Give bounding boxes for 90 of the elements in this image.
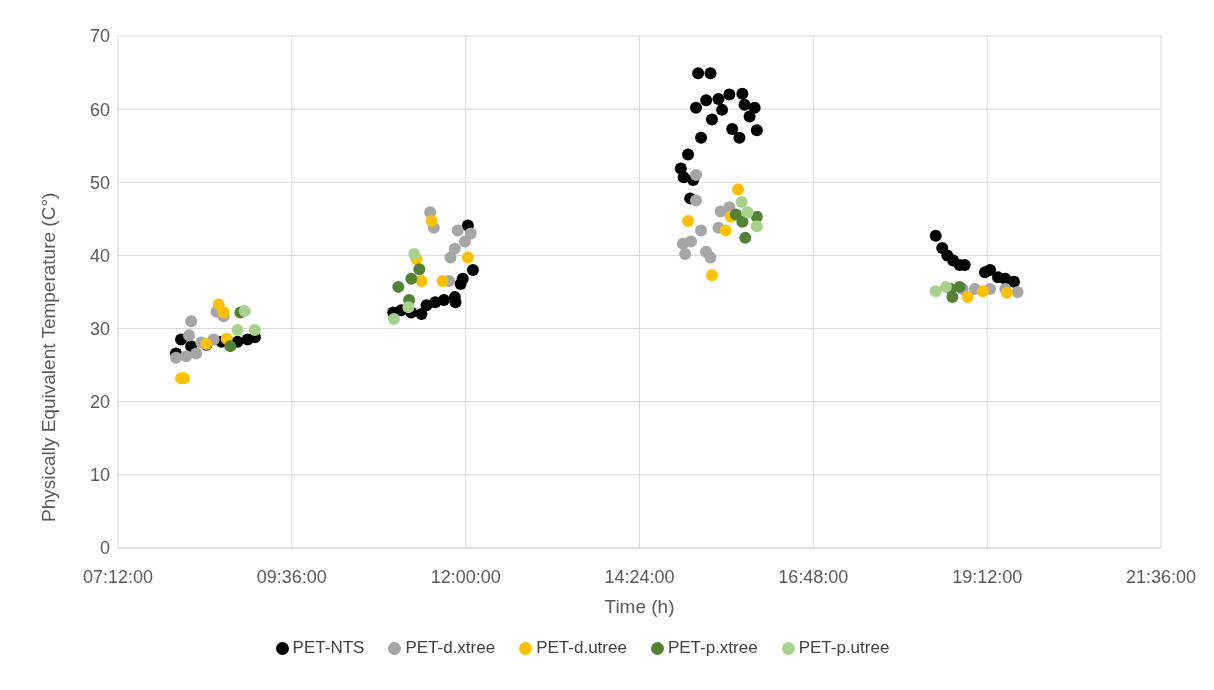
point xyxy=(984,264,997,277)
y-tick-label: 10 xyxy=(89,465,110,486)
point xyxy=(712,92,725,105)
point xyxy=(690,194,702,207)
point xyxy=(217,306,230,319)
point xyxy=(466,264,479,277)
y-tick-label: 20 xyxy=(89,392,110,413)
point xyxy=(750,220,763,233)
point xyxy=(679,247,692,260)
point xyxy=(692,67,705,80)
y-tick-label: 50 xyxy=(89,172,110,193)
y-tick-label: 70 xyxy=(89,26,110,47)
point xyxy=(705,113,718,126)
x-axis-title: Time (h) xyxy=(604,596,675,618)
point xyxy=(182,329,195,342)
point xyxy=(461,251,474,264)
point xyxy=(437,294,450,307)
point xyxy=(238,305,251,318)
point xyxy=(929,285,942,298)
point xyxy=(739,231,752,244)
legend-label: PET-d.utree xyxy=(536,638,627,657)
point xyxy=(723,88,736,101)
point xyxy=(736,87,749,100)
point xyxy=(448,242,461,255)
legend-label: PET-p.utree xyxy=(798,638,890,657)
point xyxy=(402,301,415,314)
point xyxy=(1011,286,1024,298)
point xyxy=(735,196,748,209)
point xyxy=(741,206,754,219)
point xyxy=(695,224,708,237)
point xyxy=(748,101,761,114)
y-axis-title: Physically Equivalent Temperature (C°) xyxy=(37,192,59,522)
point xyxy=(169,351,182,364)
y-tick-label: 40 xyxy=(89,245,110,266)
point xyxy=(743,110,756,123)
x-tick-label: 21:36:00 xyxy=(1125,566,1197,587)
point xyxy=(733,131,746,144)
point xyxy=(231,324,244,337)
point xyxy=(185,315,198,328)
point xyxy=(716,103,729,116)
point xyxy=(458,235,471,248)
point xyxy=(248,324,261,337)
point xyxy=(1007,275,1020,288)
legend-label: PET-NTS xyxy=(292,638,365,657)
x-tick-label: 09:36:00 xyxy=(256,566,327,587)
point xyxy=(451,224,464,237)
point xyxy=(736,215,749,228)
point xyxy=(939,280,952,293)
point xyxy=(415,275,428,288)
point xyxy=(700,94,713,107)
point xyxy=(413,263,426,276)
point xyxy=(929,229,942,242)
point xyxy=(946,291,959,304)
point xyxy=(738,98,751,111)
x-tick-label: 12:00:00 xyxy=(430,566,501,587)
point xyxy=(408,247,421,260)
point xyxy=(705,269,718,282)
point xyxy=(704,251,717,264)
point xyxy=(719,224,732,237)
point xyxy=(976,285,989,298)
point xyxy=(436,275,449,288)
legend-label: PET-p.xtree xyxy=(667,638,758,657)
point xyxy=(444,251,457,264)
point xyxy=(726,122,739,135)
legend-label: PET-d.xtree xyxy=(405,638,496,657)
point xyxy=(732,183,745,196)
y-tick-label: 60 xyxy=(89,99,110,120)
point xyxy=(961,291,974,304)
x-tick-label: 19:12:00 xyxy=(952,566,1023,587)
point xyxy=(190,347,203,360)
point xyxy=(387,313,400,326)
point xyxy=(392,280,405,293)
point xyxy=(684,235,697,248)
point xyxy=(704,67,717,80)
y-tick-label: 0 xyxy=(99,538,110,559)
x-tick-label: 07:12:00 xyxy=(82,566,154,587)
x-tick-label: 16:48:00 xyxy=(778,566,849,587)
point xyxy=(682,215,695,228)
point xyxy=(405,272,418,285)
y-tick-label: 30 xyxy=(89,318,110,339)
point xyxy=(682,148,695,161)
x-tick-label: 14:24:00 xyxy=(604,566,675,587)
point xyxy=(690,168,702,181)
point xyxy=(690,101,702,114)
point xyxy=(425,215,438,228)
point xyxy=(695,131,708,144)
point xyxy=(456,272,469,285)
point xyxy=(224,340,237,353)
point xyxy=(180,350,193,363)
point xyxy=(750,124,763,137)
